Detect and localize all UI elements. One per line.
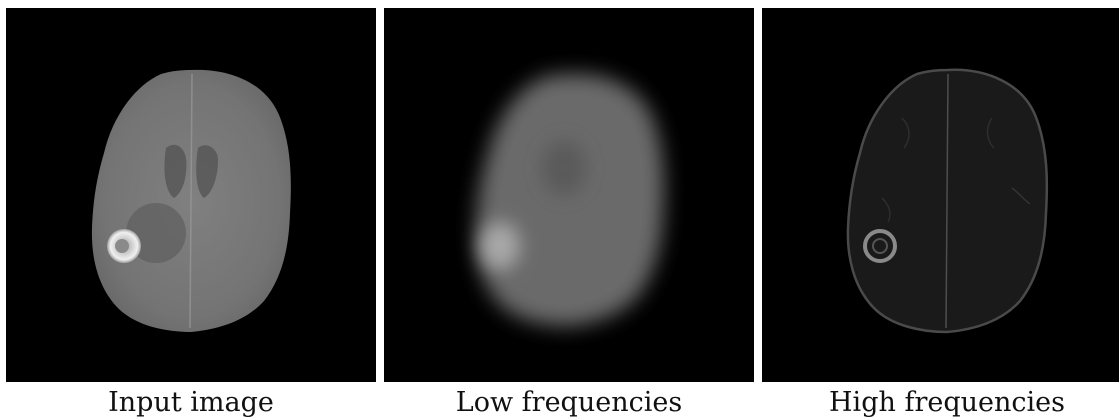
high-frequencies-caption: High frequencies [829, 387, 1065, 418]
blurred-tumor [480, 222, 520, 270]
high-frequencies-panel [762, 8, 1119, 382]
input-image-caption: Input image [108, 387, 274, 418]
blurred-brain-shape [476, 73, 664, 327]
input-image [6, 8, 376, 382]
high-frequencies-image [762, 8, 1119, 382]
low-frequencies-panel [384, 8, 754, 382]
input-image-panel [6, 8, 376, 382]
tumor-edge [863, 229, 897, 263]
low-frequencies-image [384, 8, 754, 382]
low-frequencies-caption: Low frequencies [455, 387, 683, 418]
